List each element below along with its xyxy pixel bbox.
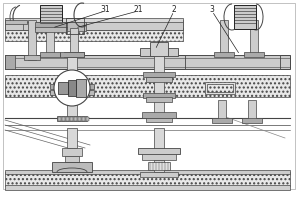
- Bar: [207, 84, 233, 92]
- Bar: [82, 117, 85, 121]
- Bar: [5, 28, 183, 41]
- Bar: [218, 100, 226, 120]
- Bar: [5, 20, 27, 24]
- Bar: [244, 52, 264, 57]
- Bar: [35, 22, 67, 29]
- Bar: [58, 117, 61, 121]
- Bar: [67, 100, 77, 118]
- Bar: [78, 117, 81, 121]
- Bar: [76, 79, 86, 97]
- Bar: [5, 55, 290, 69]
- Bar: [66, 18, 84, 34]
- Bar: [148, 162, 170, 170]
- Bar: [66, 117, 69, 121]
- Text: 2: 2: [172, 4, 176, 14]
- Bar: [140, 48, 178, 56]
- Bar: [142, 154, 176, 160]
- Bar: [50, 90, 94, 95]
- Bar: [50, 84, 94, 89]
- Bar: [5, 18, 183, 22]
- Bar: [74, 117, 77, 121]
- Bar: [150, 42, 168, 56]
- Bar: [24, 55, 40, 60]
- Bar: [146, 97, 172, 102]
- Bar: [5, 55, 15, 69]
- Bar: [143, 72, 175, 77]
- Bar: [35, 27, 67, 32]
- Bar: [46, 28, 54, 56]
- Bar: [143, 93, 175, 98]
- Bar: [64, 22, 86, 31]
- Bar: [5, 185, 290, 190]
- Bar: [234, 5, 256, 29]
- Bar: [205, 82, 235, 94]
- Bar: [5, 22, 23, 30]
- Bar: [185, 55, 280, 69]
- Bar: [5, 170, 290, 174]
- Bar: [52, 162, 92, 172]
- Bar: [60, 52, 84, 57]
- Bar: [67, 55, 77, 75]
- Bar: [5, 20, 183, 30]
- Bar: [67, 128, 77, 148]
- Bar: [214, 52, 234, 57]
- Bar: [154, 160, 164, 172]
- Bar: [57, 116, 87, 121]
- Bar: [248, 100, 256, 120]
- Bar: [62, 148, 82, 156]
- Bar: [142, 112, 176, 118]
- Text: 3: 3: [210, 4, 214, 14]
- Bar: [212, 118, 232, 123]
- Bar: [70, 117, 73, 121]
- Text: 31: 31: [100, 4, 110, 14]
- Bar: [70, 28, 78, 56]
- Bar: [154, 56, 164, 118]
- Circle shape: [54, 70, 90, 106]
- Bar: [154, 128, 164, 150]
- Bar: [62, 117, 65, 121]
- Bar: [220, 20, 228, 56]
- Bar: [138, 148, 180, 154]
- Bar: [5, 75, 290, 97]
- Bar: [146, 77, 172, 82]
- Bar: [40, 52, 60, 57]
- Bar: [250, 20, 258, 56]
- Bar: [28, 20, 36, 60]
- Bar: [242, 118, 262, 123]
- Bar: [146, 118, 172, 122]
- Bar: [58, 82, 68, 94]
- Bar: [68, 80, 76, 96]
- Bar: [86, 117, 89, 121]
- Bar: [140, 172, 178, 177]
- Bar: [64, 52, 84, 57]
- Bar: [65, 156, 79, 162]
- Text: 21: 21: [133, 4, 143, 14]
- Bar: [40, 5, 62, 28]
- Bar: [5, 172, 290, 186]
